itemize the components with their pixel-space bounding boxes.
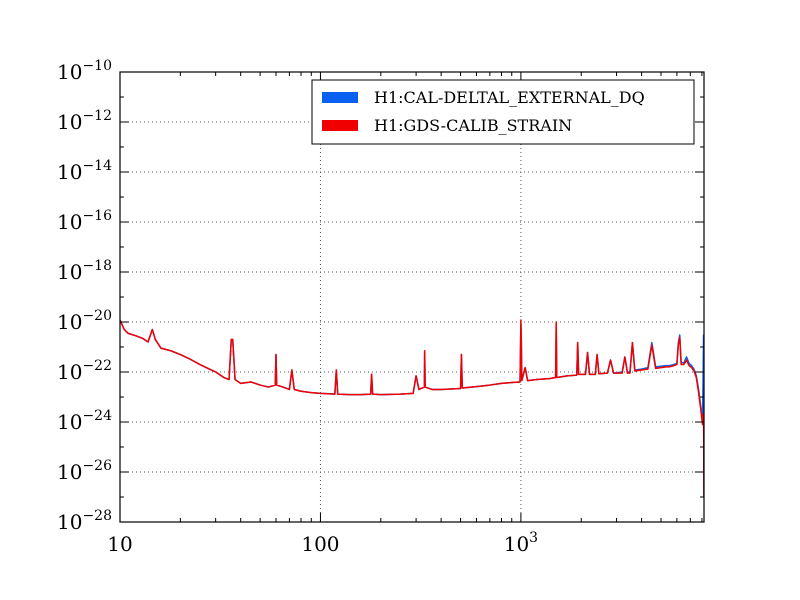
legend-swatch-1 (322, 120, 358, 131)
series-layer (120, 319, 704, 498)
series-line-1 (120, 319, 704, 498)
legend-box (311, 79, 695, 145)
y-tick-label: 10−20 (57, 308, 112, 334)
legend: H1:CAL-DELTAL_EXTERNAL_DQ H1:GDS-CALIB_S… (311, 79, 695, 145)
x-tick-label: 103 (504, 530, 538, 556)
y-tick-labels: 10−10 10−12 10−14 10−16 10−18 10−20 10−22 10−24… (57, 58, 112, 534)
plot-area (120, 72, 704, 522)
y-tick-label: 10−10 (57, 58, 112, 84)
y-tick-label: 10−18 (57, 258, 112, 284)
tick-marks (119, 71, 704, 523)
legend-label-0: H1:CAL-DELTAL_EXTERNAL_DQ (374, 88, 645, 107)
y-tick-label: 10−24 (57, 408, 112, 434)
y-tick-label: 10−26 (57, 458, 112, 484)
x-tick-label: 10 (107, 532, 132, 556)
y-tick-label: 10−14 (57, 158, 112, 184)
y-tick-label: 10−22 (57, 358, 112, 384)
y-tick-label: 10−16 (57, 208, 112, 234)
y-tick-label: 10−12 (57, 108, 112, 134)
x-tick-labels: 10 100 103 (107, 530, 538, 556)
y-tick-label: 10−28 (57, 508, 112, 534)
legend-label-1: H1:GDS-CALIB_STRAIN (374, 116, 572, 135)
x-tick-label: 100 (301, 532, 339, 556)
legend-swatch-0 (322, 92, 358, 103)
